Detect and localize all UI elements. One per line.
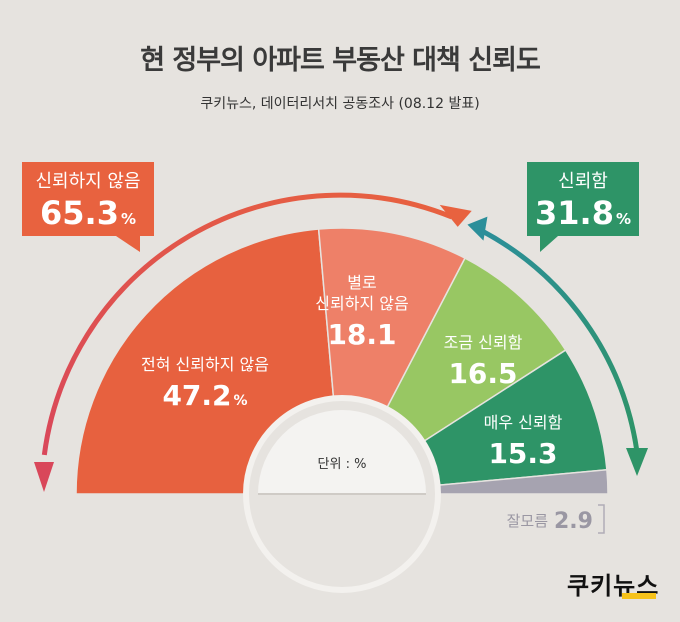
trust-total-label: 신뢰함 [558, 171, 608, 192]
slice-4-value: 15.3 [488, 437, 557, 470]
distrust-total-value-suffix: % [121, 210, 136, 228]
chart-subtitle: 쿠키뉴스, 데이터리서치 공동조사 (08.12 발표) [200, 96, 480, 112]
slice-2-value: 18.1 [327, 318, 396, 351]
unit-label: 단위 : % [318, 457, 367, 472]
slice-3-label: 조금 신뢰함 [444, 333, 523, 352]
distrust-total-box-tail [116, 236, 140, 252]
slice-5-bracket [598, 504, 605, 534]
trust-total-box [527, 162, 639, 236]
trust-arrow-head-bottom [626, 448, 649, 477]
hub-ring-outer [243, 395, 441, 593]
slice-5-label: 잘모름 [507, 512, 549, 530]
distrust-arrow [41, 192, 453, 456]
slice-4-label: 매우 신뢰함 [484, 413, 563, 432]
trust-arrow-head-top [467, 216, 488, 241]
distrust-arrow-head-left [34, 462, 54, 492]
trust-total-box-tail [540, 236, 558, 252]
trust-arrow [480, 228, 640, 453]
slice-5-value: 2.9 [554, 509, 593, 534]
hub [258, 410, 426, 494]
distrust-total-box [22, 162, 154, 236]
distrust-total-label: 신뢰하지 않음 [35, 171, 140, 192]
chart-title: 현 정부의 아파트 부동산 대책 신뢰도 [140, 45, 541, 76]
distrust-arrow-head-right [439, 204, 472, 227]
slice-1-label: 전혀 신뢰하지 않음 [141, 355, 269, 374]
slice-2-label: 별로 [347, 273, 376, 292]
slice-3-value: 16.5 [448, 357, 517, 390]
trust-total-value-suffix: % [616, 210, 631, 228]
logo-underline [622, 593, 656, 599]
slice-2-label: 신뢰하지 않음 [315, 294, 408, 313]
slice-1-value-suffix: % [234, 393, 248, 409]
